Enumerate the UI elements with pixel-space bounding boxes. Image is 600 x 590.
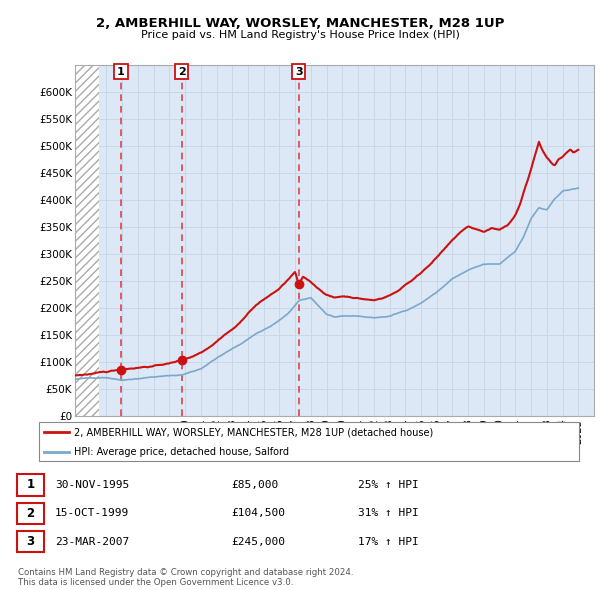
Text: 2, AMBERHILL WAY, WORSLEY, MANCHESTER, M28 1UP: 2, AMBERHILL WAY, WORSLEY, MANCHESTER, M… xyxy=(96,17,504,30)
Text: HPI: Average price, detached house, Salford: HPI: Average price, detached house, Salf… xyxy=(74,447,289,457)
Text: 2, AMBERHILL WAY, WORSLEY, MANCHESTER, M28 1UP (detached house): 2, AMBERHILL WAY, WORSLEY, MANCHESTER, M… xyxy=(74,427,433,437)
Text: 1: 1 xyxy=(26,478,34,491)
FancyBboxPatch shape xyxy=(17,503,44,524)
Text: 30-NOV-1995: 30-NOV-1995 xyxy=(55,480,130,490)
Text: 3: 3 xyxy=(26,535,34,548)
Text: 3: 3 xyxy=(295,67,302,77)
FancyBboxPatch shape xyxy=(17,474,44,496)
Text: 31% ↑ HPI: 31% ↑ HPI xyxy=(358,509,418,518)
Text: £245,000: £245,000 xyxy=(231,537,285,546)
Bar xyxy=(75,65,98,416)
Text: 1: 1 xyxy=(117,67,125,77)
Text: 15-OCT-1999: 15-OCT-1999 xyxy=(55,509,130,518)
Text: £104,500: £104,500 xyxy=(231,509,285,518)
Text: 2: 2 xyxy=(178,67,185,77)
Text: 23-MAR-2007: 23-MAR-2007 xyxy=(55,537,130,546)
Text: Contains HM Land Registry data © Crown copyright and database right 2024.
This d: Contains HM Land Registry data © Crown c… xyxy=(18,568,353,587)
FancyBboxPatch shape xyxy=(39,422,579,461)
Text: 25% ↑ HPI: 25% ↑ HPI xyxy=(358,480,418,490)
Text: £85,000: £85,000 xyxy=(231,480,278,490)
Text: Price paid vs. HM Land Registry's House Price Index (HPI): Price paid vs. HM Land Registry's House … xyxy=(140,30,460,40)
Text: 2: 2 xyxy=(26,507,34,520)
Text: 17% ↑ HPI: 17% ↑ HPI xyxy=(358,537,418,546)
FancyBboxPatch shape xyxy=(17,531,44,552)
